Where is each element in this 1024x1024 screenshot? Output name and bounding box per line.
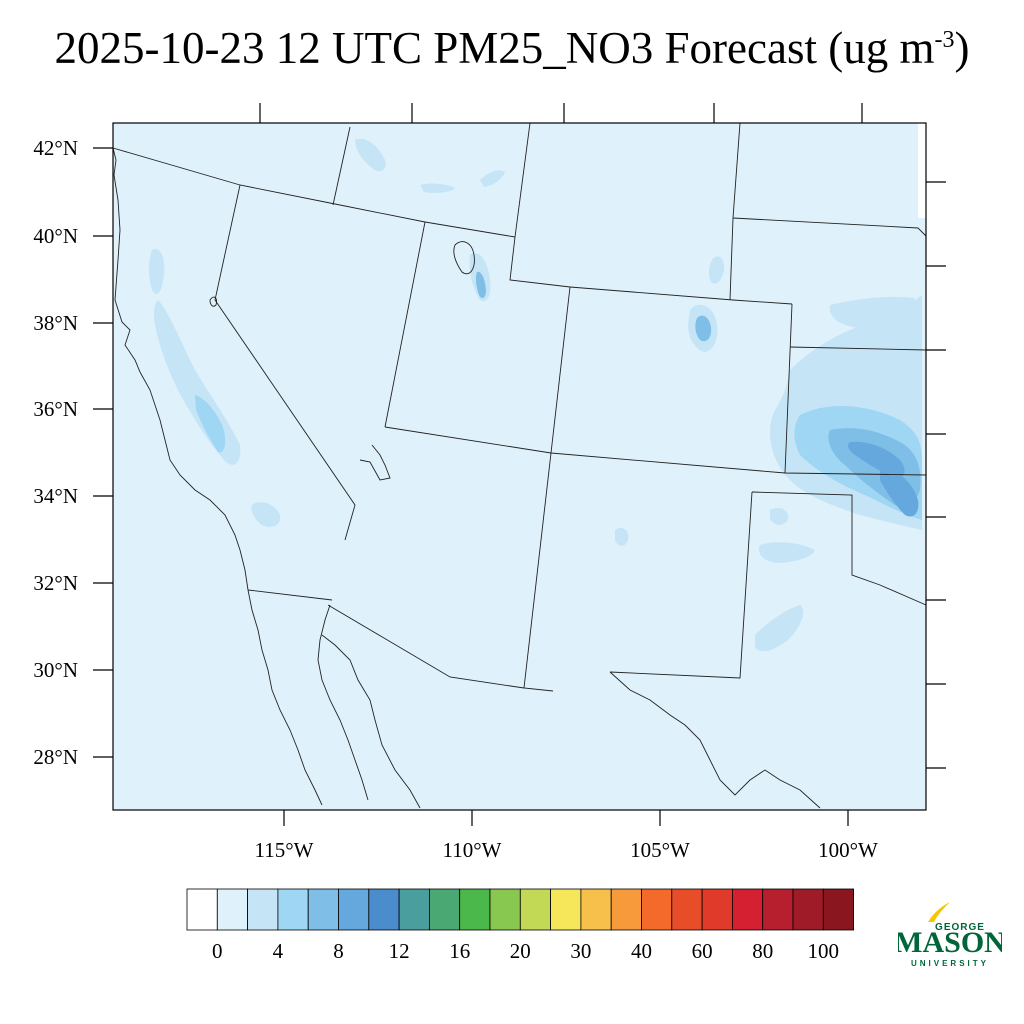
colorbar-swatch — [641, 888, 673, 931]
longitude-labels: 115°W 110°W 105°W 100°W — [255, 838, 879, 862]
lon-label: 110°W — [443, 838, 502, 862]
lat-label: 32°N — [33, 571, 78, 595]
field-utah-high — [475, 271, 486, 298]
left-ticks — [93, 147, 113, 758]
colorbar-swatch — [610, 888, 642, 931]
colorbar-label: 30 — [570, 939, 591, 963]
right-ticks — [926, 181, 946, 769]
colorbar-label: 60 — [692, 939, 713, 963]
field-la-basin — [251, 502, 281, 527]
bottom-ticks — [283, 810, 849, 826]
field-cv-south — [195, 395, 226, 453]
field-plains-peak — [847, 441, 905, 479]
map-title: 2025-10-23 12 UTC PM25_NO3 Forecast (ug … — [0, 22, 1024, 74]
field-denver-high — [695, 315, 712, 342]
lat-label: 40°N — [33, 224, 78, 248]
field-wtx-2 — [755, 605, 804, 652]
field-wyoming-2 — [480, 170, 505, 187]
colorbar-swatch — [580, 888, 612, 931]
colorbar-swatch — [550, 888, 582, 931]
rio-grande — [609, 671, 821, 809]
logo-george: GEORGE — [935, 922, 985, 933]
colorbar-swatch — [792, 888, 824, 931]
title-main: 2025-10-23 12 UTC PM25_NO3 Forecast (ug … — [54, 23, 935, 73]
logo-mason: MASON — [898, 926, 1002, 959]
field-wtx-1 — [759, 542, 815, 563]
colorbar-swatch — [368, 888, 400, 931]
baja-coast-pacific — [247, 589, 323, 806]
colorbar-swatch — [519, 888, 551, 931]
logo-university: UNIVERSITY — [911, 959, 989, 968]
field-colorado-north — [708, 256, 725, 284]
colorbar-label: 16 — [449, 939, 470, 963]
colorbar-swatch — [338, 888, 370, 931]
colorbar-swatch — [822, 888, 854, 931]
title-superscript: -3 — [934, 27, 955, 53]
lon-label: 105°W — [630, 838, 690, 862]
lat-label: 36°N — [33, 397, 78, 421]
colorbar-swatch — [489, 888, 521, 931]
colorbar-labels: 0 4 8 12 16 20 30 40 60 80 100 — [212, 939, 839, 963]
colorbar-swatch — [307, 888, 339, 931]
colorbar-label: 4 — [273, 939, 284, 963]
colorbar-swatch — [247, 888, 279, 931]
colorbar — [186, 888, 854, 931]
baja-coast-gulf — [317, 604, 369, 801]
colorbar-label: 20 — [510, 939, 531, 963]
field-cv-north — [149, 248, 165, 295]
colorbar-label: 80 — [752, 939, 773, 963]
field-wtx-3 — [770, 508, 789, 525]
colorbar-swatch — [459, 888, 491, 931]
colorbar-swatch — [762, 888, 794, 931]
colorbar-swatch — [186, 888, 218, 931]
colorbar-swatch — [701, 888, 733, 931]
colorbar-swatch — [428, 888, 461, 931]
lat-label: 28°N — [33, 745, 78, 769]
lat-label: 38°N — [33, 311, 78, 335]
colorbar-swatch — [277, 888, 309, 931]
sonora-coast — [321, 634, 421, 809]
colorbar-label: 100 — [808, 939, 840, 963]
coastlines — [112, 147, 821, 809]
top-ticks — [259, 103, 863, 123]
title-close: ) — [954, 23, 970, 73]
colorbar-swatch — [398, 888, 430, 931]
california-coast — [112, 147, 249, 591]
colorbar-swatch — [732, 888, 764, 931]
colorado-river — [359, 444, 391, 481]
state-boundaries — [112, 122, 927, 692]
lake-tahoe — [209, 296, 217, 307]
colorbar-swatch — [216, 888, 249, 931]
map-frame — [112, 122, 927, 811]
field-nebraska — [829, 296, 915, 328]
colorbar-label: 0 — [212, 939, 223, 963]
field-nm-1 — [615, 528, 629, 546]
lat-label: 34°N — [33, 484, 78, 508]
field-wyoming-1 — [420, 183, 455, 193]
concentration-field — [149, 138, 922, 652]
field-idaho-1 — [355, 138, 386, 172]
logo-swoosh — [928, 902, 950, 922]
lon-label: 115°W — [255, 838, 314, 862]
colorbar-label: 12 — [389, 939, 410, 963]
gmu-logo: GEORGE MASON UNIVERSITY — [898, 902, 1002, 968]
colorbar-swatch — [671, 888, 703, 931]
lat-label: 42°N — [33, 136, 78, 160]
colorbar-label: 8 — [333, 939, 344, 963]
no-data-strip — [918, 123, 926, 218]
lon-label: 100°W — [818, 838, 878, 862]
lat-label: 30°N — [33, 658, 78, 682]
great-salt-lake — [453, 241, 475, 275]
latitude-labels: 42°N 40°N 38°N 36°N 34°N 32°N 30°N 28°N — [33, 136, 78, 769]
colorbar-label: 40 — [631, 939, 652, 963]
field-plains-peak-2 — [880, 469, 919, 517]
